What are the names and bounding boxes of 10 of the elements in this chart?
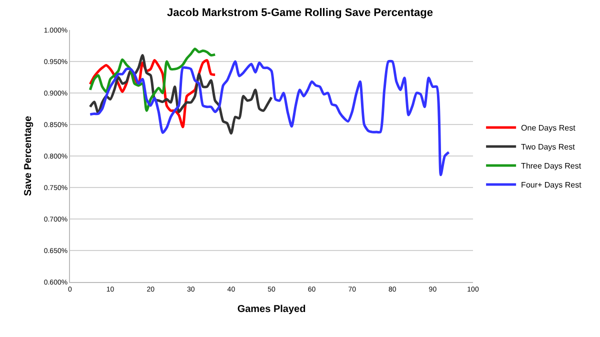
chart-title: Jacob Markstrom 5-Game Rolling Save Percentage [167,7,433,20]
line-series [88,48,216,112]
y-axis-title: Save Percentage [22,116,34,196]
line-series [88,54,273,135]
legend-label: Two Days Rest [521,142,576,152]
legend-label: Four+ Days Rest [521,180,582,190]
line-series [88,60,450,176]
legend-label: Three Days Rest [521,162,582,171]
legend-label: One Days Rest [521,124,576,133]
x-axis-title: Games Played [237,304,306,315]
